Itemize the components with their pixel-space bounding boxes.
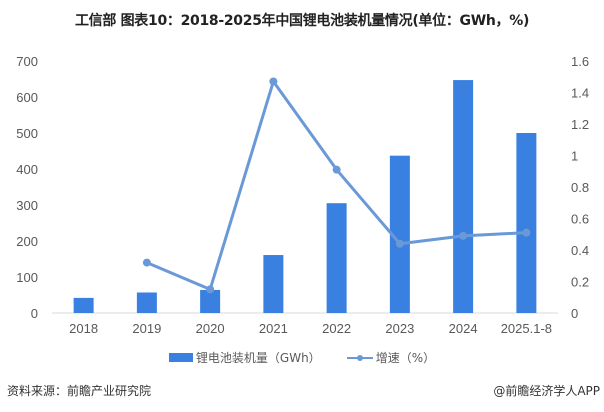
credit-note: @前瞻经济学人APP xyxy=(493,384,600,398)
x-tick-label: 2022 xyxy=(322,321,351,336)
y-right-tick-label: 1 xyxy=(571,149,578,164)
y-left-tick-label: 600 xyxy=(16,90,38,105)
x-tick-label: 2020 xyxy=(196,321,225,336)
bar xyxy=(263,255,284,313)
bar xyxy=(326,203,347,313)
legend-item-bar: 锂电池装机量（GWh） xyxy=(168,349,321,366)
x-tick-label: 2024 xyxy=(449,321,478,336)
x-tick-label: 2023 xyxy=(385,321,414,336)
bar xyxy=(453,80,474,313)
y-left-tick-label: 100 xyxy=(16,270,38,285)
growth-point xyxy=(206,285,215,294)
x-tick-label: 2019 xyxy=(132,321,161,336)
chart-title: 工信部 图表10：2018-2025年中国锂电池装机量情况(单位：GWh，%) xyxy=(74,13,530,29)
growth-point xyxy=(332,165,341,174)
y-left-tick-label: 500 xyxy=(16,126,38,141)
y-right-tick-label: 1.2 xyxy=(571,117,589,132)
y-right-tick-label: 1.6 xyxy=(571,54,589,69)
x-tick-label: 2018 xyxy=(69,321,98,336)
legend-label-bar: 锂电池装机量（GWh） xyxy=(195,351,321,365)
y-left-tick-label: 0 xyxy=(31,306,38,321)
y-right-tick-label: 1.4 xyxy=(571,86,589,101)
x-tick-label: 2025.1-8 xyxy=(501,321,552,336)
y-left-tick-label: 400 xyxy=(16,162,38,177)
y-right-tick-label: 0.6 xyxy=(571,212,589,227)
legend-label-line: 增速（%） xyxy=(375,351,436,365)
bar xyxy=(200,289,221,313)
legend-swatch-bar xyxy=(168,353,193,362)
bar xyxy=(136,292,157,313)
legend-item-line: 增速（%） xyxy=(346,349,436,366)
y-right-tick-label: 0.8 xyxy=(571,180,589,195)
y-right-tick-label: 0.2 xyxy=(571,275,589,290)
x-tick-label: 2021 xyxy=(259,321,288,336)
legend: 锂电池装机量（GWh） 增速（%） xyxy=(0,349,604,366)
bar xyxy=(73,297,94,313)
growth-point xyxy=(522,228,531,237)
legend-swatch-line xyxy=(346,354,373,361)
y-left-tick-label: 700 xyxy=(16,54,38,69)
growth-point xyxy=(395,239,404,248)
growth-point xyxy=(269,77,278,86)
source-note: 资料来源：前瞻产业研究院 xyxy=(7,384,152,398)
bar xyxy=(516,133,537,313)
y-left-tick-label: 200 xyxy=(16,234,38,249)
y-right-tick-label: 0 xyxy=(571,306,578,321)
bar xyxy=(389,155,410,313)
y-right-tick-label: 0.4 xyxy=(571,243,589,258)
growth-point xyxy=(459,231,468,240)
y-left-tick-label: 300 xyxy=(16,198,38,213)
growth-point xyxy=(142,258,151,267)
